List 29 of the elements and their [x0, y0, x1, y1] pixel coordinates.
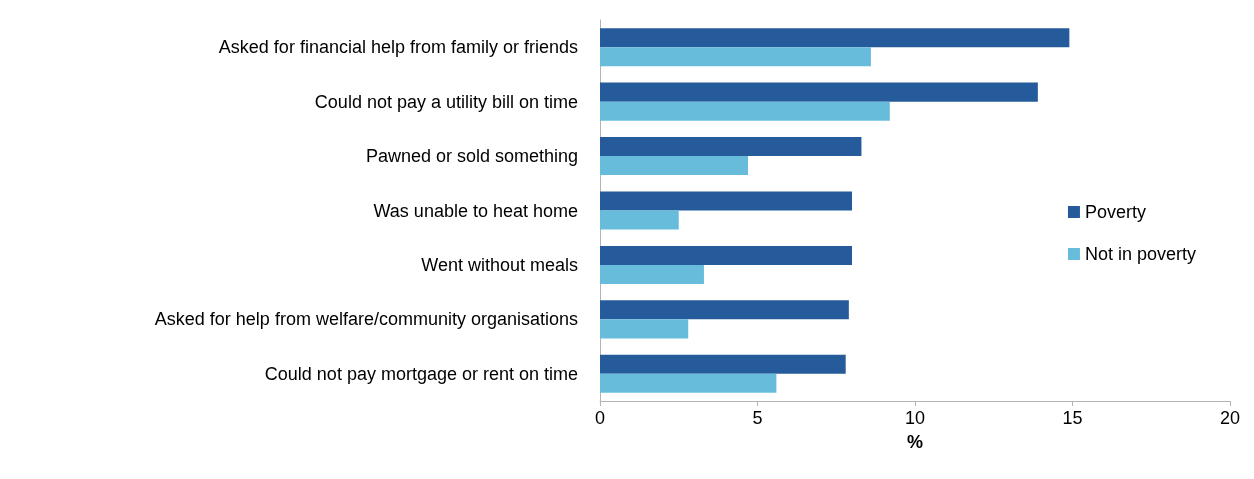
- bar: [600, 82, 1038, 102]
- bar: [600, 28, 1070, 48]
- bar: [600, 137, 862, 157]
- y-tick-label: Asked for help from welfare/community organisations: [154, 309, 578, 330]
- bar: [600, 319, 689, 339]
- y-tick-label: Went without meals: [421, 254, 578, 275]
- bar: [600, 210, 679, 230]
- x-tick-label: 15: [1062, 408, 1083, 428]
- bar: [600, 156, 749, 176]
- y-tick-label: Asked for financial help from family or friends: [218, 37, 578, 58]
- y-tick-label: Pawned or sold something: [365, 146, 578, 167]
- bar: [600, 300, 849, 320]
- x-tick-label: 20: [1219, 408, 1241, 428]
- bar: [600, 47, 871, 67]
- x-tick-label: 10: [904, 408, 926, 428]
- bar: [600, 354, 846, 374]
- bar: [600, 264, 704, 284]
- bar: [600, 101, 890, 121]
- x-tick-label: 5: [752, 408, 763, 428]
- y-tick-label: Was unable to heat home: [373, 200, 578, 221]
- y-tick-label: Could not pay a utility bill on time: [314, 91, 578, 112]
- legend-label: Not in poverty: [1084, 244, 1197, 264]
- legend-label: Poverty: [1084, 202, 1146, 222]
- bar: [600, 191, 852, 211]
- y-tick-label: Could not pay mortgage or rent on time: [264, 363, 578, 384]
- bar: [600, 245, 852, 265]
- x-axis-title: %: [906, 432, 924, 452]
- bar: [600, 373, 777, 393]
- x-tick-label: 0: [594, 408, 606, 428]
